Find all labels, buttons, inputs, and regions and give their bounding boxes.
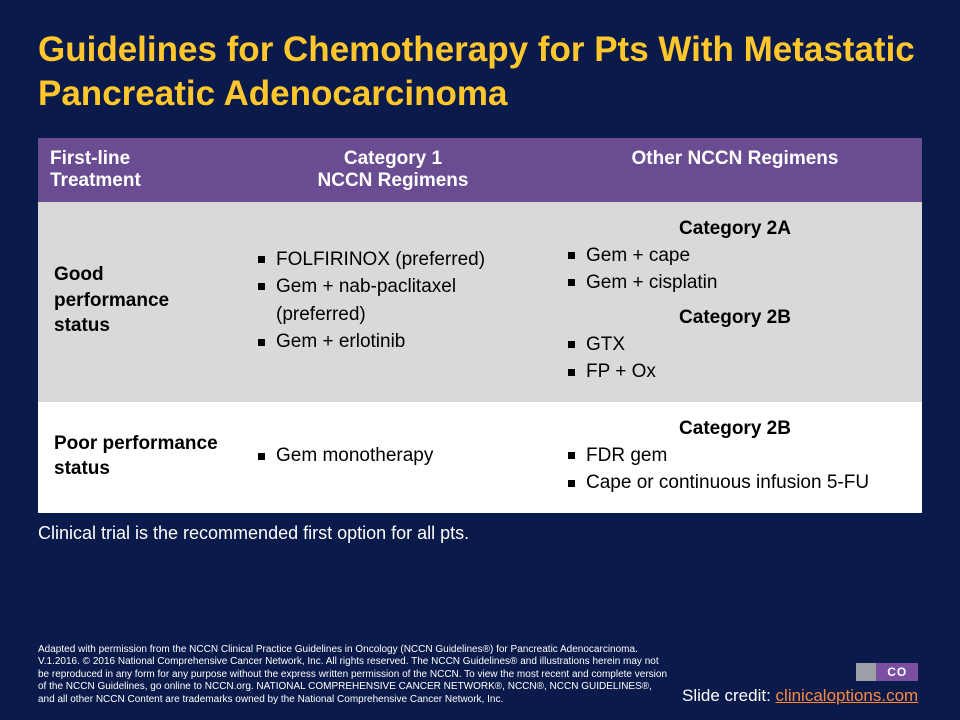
table-row: Good performance status FOLFIRINOX (pref… xyxy=(38,202,922,402)
row-label-poor: Poor performance status xyxy=(38,402,238,513)
table-header-row: First-line Treatment Category 1 NCCN Reg… xyxy=(38,138,922,202)
fine-print: Adapted with permission from the NCCN Cl… xyxy=(38,644,668,707)
header-first-line-treatment: First-line Treatment xyxy=(38,138,238,202)
cell-poor-cat1: Gem monotherapy xyxy=(238,402,548,513)
cell-good-other: Category 2A Gem + cape Gem + cisplatin C… xyxy=(548,202,922,402)
clinical-trial-note: Clinical trial is the recommended first … xyxy=(38,523,922,544)
slide-credit: Slide credit: clinicaloptions.com xyxy=(682,686,918,706)
category-label: Category 2B xyxy=(564,418,906,440)
row-label-good: Good performance status xyxy=(38,202,238,402)
list-item: Gem + cisplatin xyxy=(568,269,906,297)
category-label: Category 2B xyxy=(564,307,906,329)
credit-block: CO Slide credit: clinicaloptions.com xyxy=(682,663,918,706)
logo-grey-square xyxy=(856,663,876,681)
co-logo: CO xyxy=(856,663,918,681)
cell-good-cat1: FOLFIRINOX (preferred) Gem + nab-paclita… xyxy=(238,202,548,402)
logo-co-text: CO xyxy=(876,663,918,681)
table-row: Poor performance status Gem monotherapy … xyxy=(38,402,922,513)
category-label: Category 2A xyxy=(564,218,906,240)
cell-poor-other: Category 2B FDR gem Cape or continuous i… xyxy=(548,402,922,513)
list-item: Gem + erlotinib xyxy=(258,328,532,356)
list-item: FOLFIRINOX (preferred) xyxy=(258,246,532,274)
footer: Adapted with permission from the NCCN Cl… xyxy=(38,644,922,707)
slide-title: Guidelines for Chemotherapy for Pts With… xyxy=(38,28,922,116)
list-item: FP + Ox xyxy=(568,358,906,386)
header-cat1-line1: Category 1 xyxy=(344,148,442,169)
header-cat1-line2: NCCN Regimens xyxy=(318,170,469,191)
list-item: Gem + nab-paclitaxel (preferred) xyxy=(258,273,532,328)
list-item: Cape or continuous infusion 5-FU xyxy=(568,469,906,497)
credit-prefix: Slide credit: xyxy=(682,686,776,705)
regimen-table: First-line Treatment Category 1 NCCN Reg… xyxy=(38,138,922,513)
header-category-1: Category 1 NCCN Regimens xyxy=(238,138,548,202)
list-item: Gem monotherapy xyxy=(258,442,532,470)
header-other-regimens: Other NCCN Regimens xyxy=(548,138,922,202)
list-item: FDR gem xyxy=(568,442,906,470)
list-item: Gem + cape xyxy=(568,242,906,270)
list-item: GTX xyxy=(568,331,906,359)
credit-link[interactable]: clinicaloptions.com xyxy=(776,686,919,705)
